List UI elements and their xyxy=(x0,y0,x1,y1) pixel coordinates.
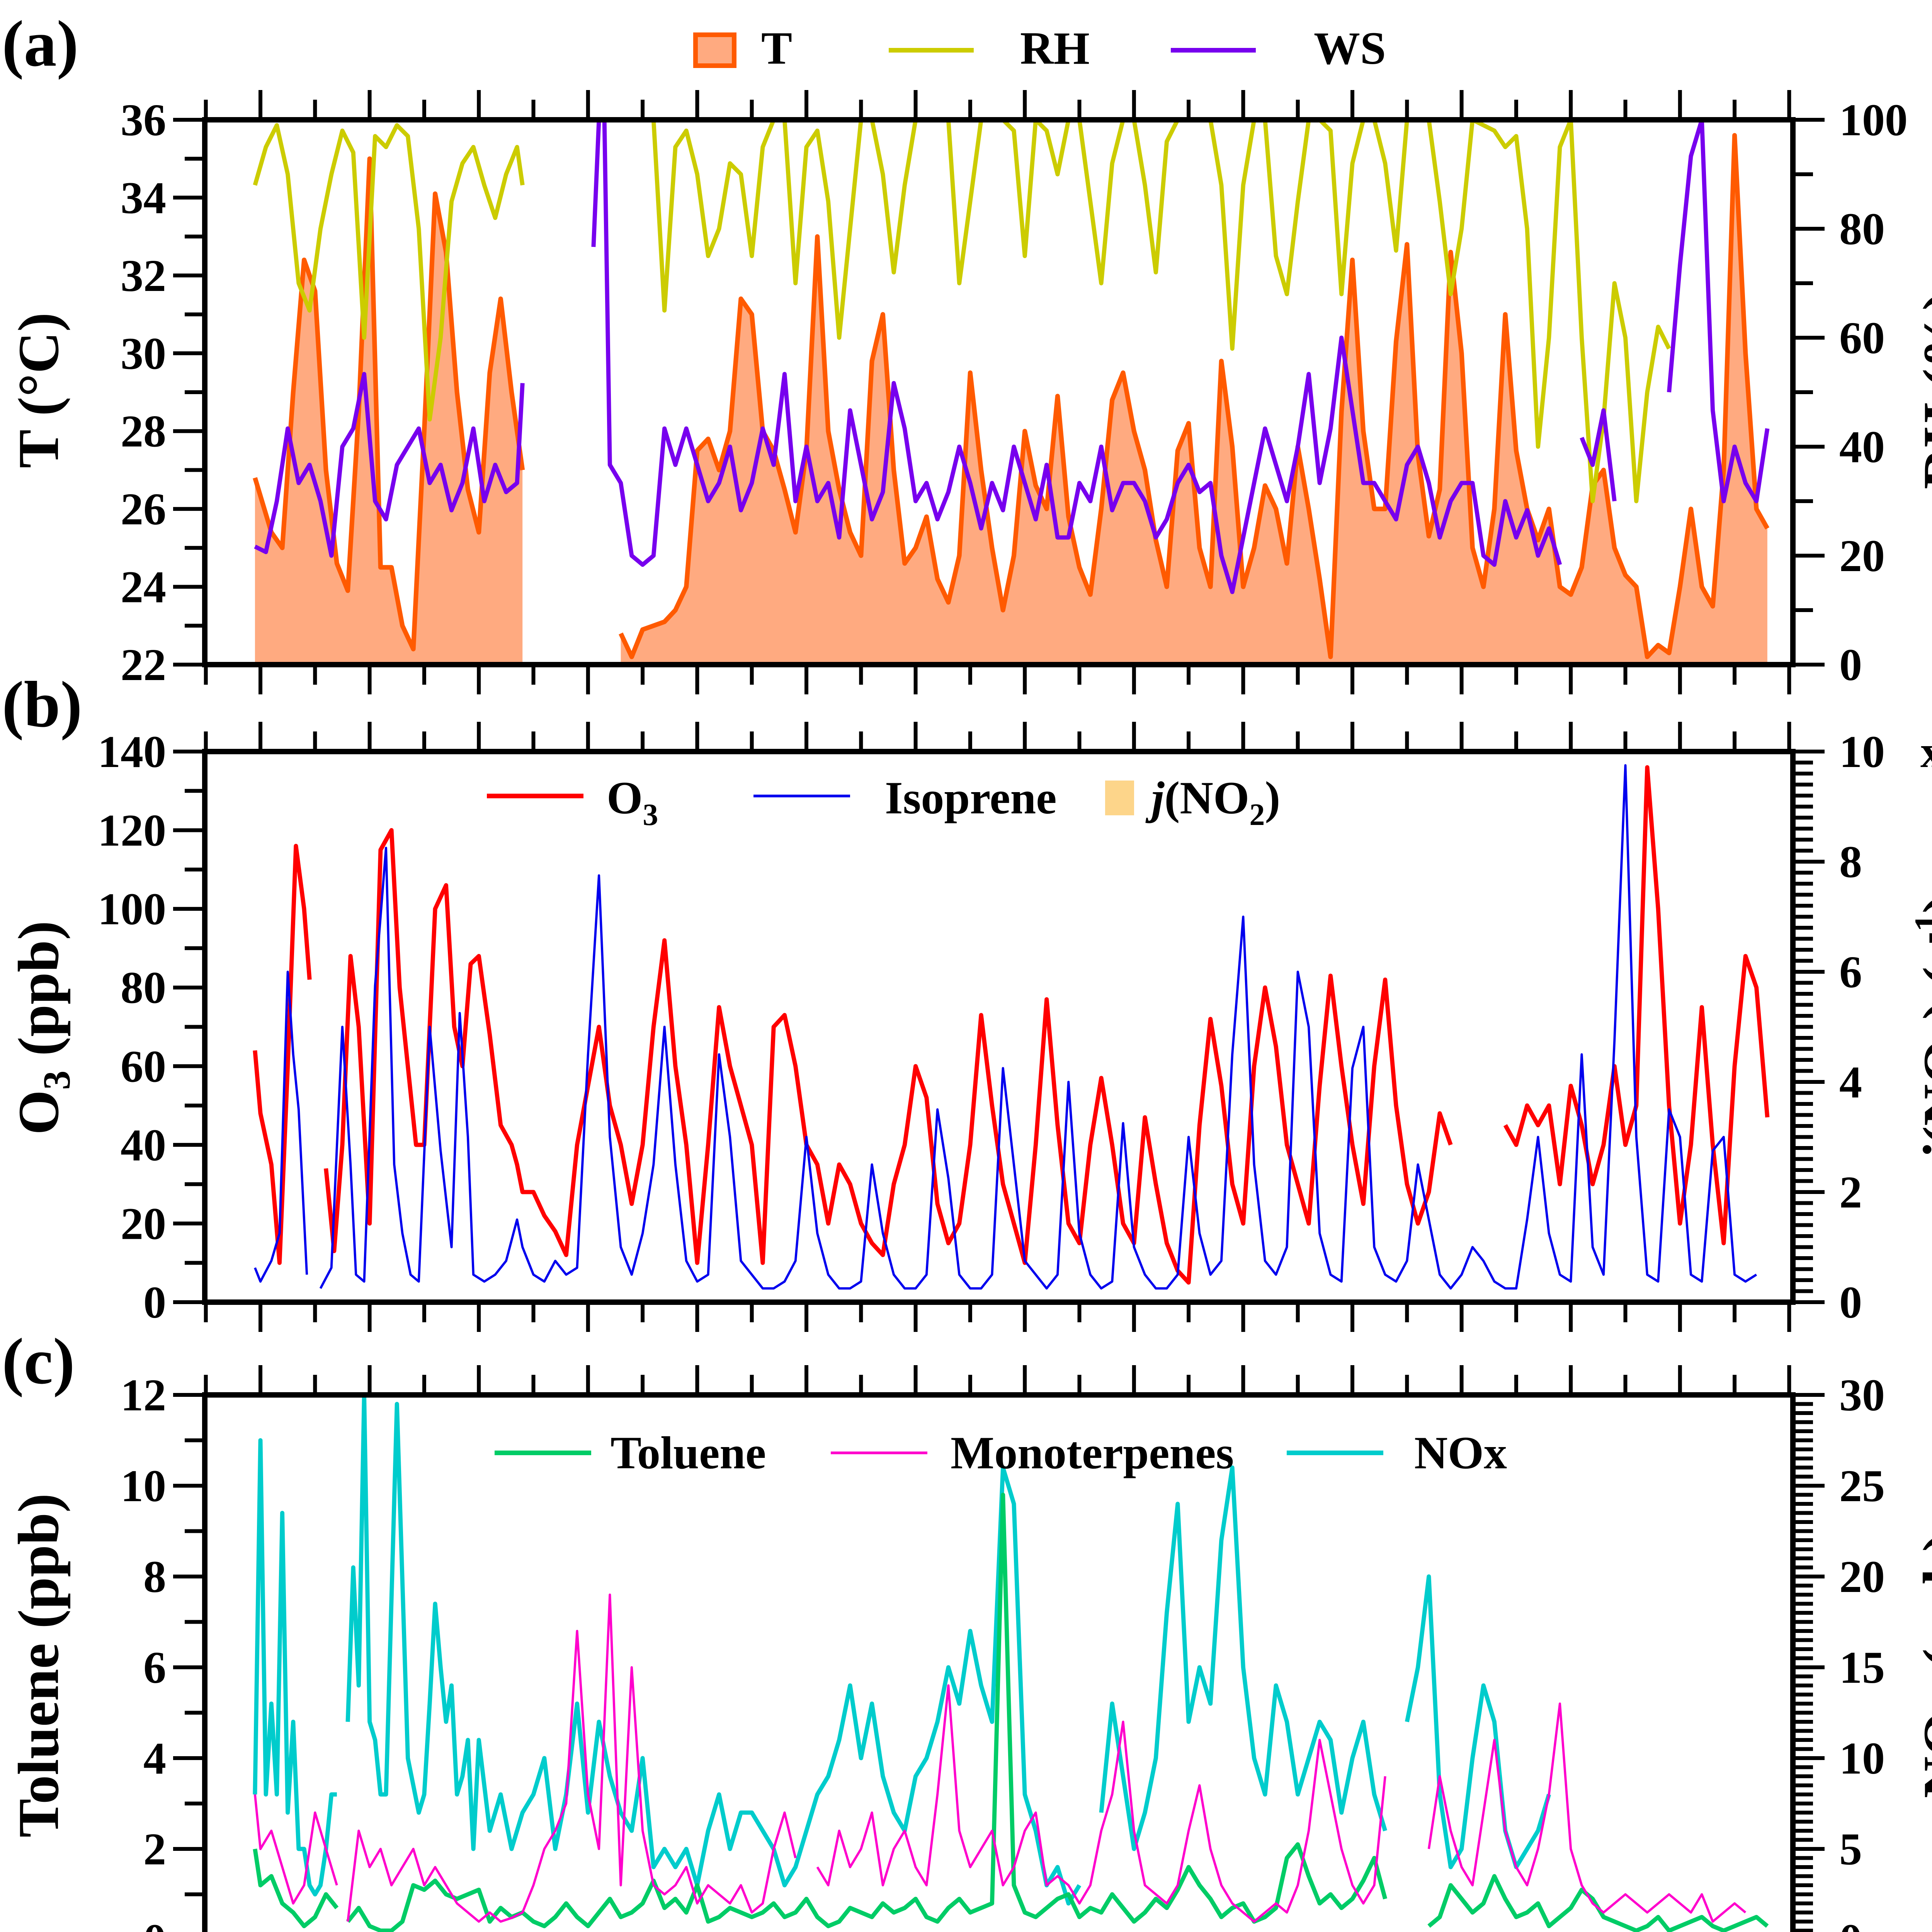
series-line-monoterpenes xyxy=(1427,1702,1747,1923)
y-right1-tick-label: 10 xyxy=(1839,1733,1885,1784)
y-right1-tick-label: 6 xyxy=(1839,947,1862,997)
y-right1-tick-label: 20 xyxy=(1839,531,1885,581)
plot-frame xyxy=(202,1392,1796,1932)
y-axis-title-rh: RH (%) xyxy=(1912,291,1932,489)
y-left-tick-label: 100 xyxy=(98,884,166,934)
legend-label-o3: O3 xyxy=(607,772,658,832)
series-line-toluene xyxy=(253,1849,339,1929)
y-left-tick-label: 24 xyxy=(121,562,166,612)
legend-label-monoterpenes: Monoterpenes xyxy=(951,1427,1234,1478)
series-line-monoterpenes xyxy=(253,1794,338,1905)
series-line-monoterpenes xyxy=(816,1684,1386,1923)
legend-label-nox: NOx xyxy=(1414,1427,1507,1478)
series-line-o3 xyxy=(1503,765,1770,1245)
y-left-tick-label: 60 xyxy=(121,1041,166,1092)
y-left-tick-label: 12 xyxy=(121,1370,166,1420)
y-right1-tick-label: 25 xyxy=(1839,1461,1885,1511)
y-left-tick-label: 20 xyxy=(121,1198,166,1249)
series-line-o3 xyxy=(324,828,1453,1285)
plot-frame xyxy=(202,117,1796,667)
y-right1-tick-label: 2 xyxy=(1839,1167,1862,1218)
y-left-tick-label: 22 xyxy=(121,639,166,690)
y-left-tick-label: 8 xyxy=(143,1551,166,1602)
series-line-ws xyxy=(254,372,525,558)
series-line-ws xyxy=(1580,408,1617,502)
y-right1-multiplier: x10-3 xyxy=(1920,717,1932,777)
series-line-toluene xyxy=(1427,1874,1769,1932)
y-right1-tick-label: 5 xyxy=(1839,1824,1862,1874)
y-left-tick-label: 0 xyxy=(143,1277,166,1328)
legend-label-t: T xyxy=(761,22,792,74)
y-right1-tick-label: 80 xyxy=(1839,204,1885,254)
legend-label-rh: RH xyxy=(1020,22,1090,74)
y-left-tick-label: 34 xyxy=(121,172,166,223)
legend-swatch-t xyxy=(693,32,736,68)
y-right1-tick-label: 10 xyxy=(1839,726,1885,777)
y-left-tick-label: 32 xyxy=(121,250,166,301)
y-left-tick-label: 6 xyxy=(143,1642,166,1693)
panel-label-c: (c) xyxy=(2,1325,75,1398)
y-right1-tick-label: 20 xyxy=(1839,1551,1885,1602)
y-right1-tick-label: 100 xyxy=(1839,95,1908,145)
y-left-tick-label: 36 xyxy=(121,95,166,145)
y-left-tick-label: 120 xyxy=(98,805,166,856)
panel-b: 0204060801001201400246810x10-301234 xyxy=(98,717,1932,1332)
y-axis-title-toluene: Toluene (ppb) xyxy=(7,1493,71,1838)
y-left-tick-label: 80 xyxy=(121,963,166,1013)
y-left-tick-label: 2 xyxy=(143,1824,166,1874)
series-line-nox xyxy=(253,1438,337,1896)
series-line-nox xyxy=(345,1393,1082,1906)
y-left-tick-label: 28 xyxy=(121,406,166,457)
series-line-t xyxy=(619,133,1770,659)
panel-label-b: (b) xyxy=(2,668,82,741)
y-right1-tick-label: 0 xyxy=(1839,1277,1862,1328)
legend-a: T RH WS xyxy=(693,22,1386,74)
y-left-tick-label: 0 xyxy=(143,1915,166,1932)
y-right1-tick-label: 0 xyxy=(1839,1915,1862,1932)
series-line-ws xyxy=(591,117,1562,594)
y-right1-tick-label: 15 xyxy=(1839,1642,1885,1693)
y-right1-tick-label: 4 xyxy=(1839,1057,1862,1107)
legend-label-isoprene: Isoprene xyxy=(885,772,1057,823)
y-left-tick-label: 10 xyxy=(121,1461,166,1511)
series-line-rh xyxy=(253,123,525,422)
y-left-tick-label: 140 xyxy=(98,726,166,777)
legend-b: O3 Isoprene j(NO2) xyxy=(487,772,1280,832)
legend-swatch-jno2 xyxy=(1105,781,1134,815)
legend-label-jno2: j(NO2) xyxy=(1145,772,1280,832)
series-line-isoprene xyxy=(254,971,308,1283)
series-area-t xyxy=(621,135,1767,665)
y-left-tick-label: 40 xyxy=(121,1120,166,1170)
y-axis-title-o3: O3 (ppb) xyxy=(7,921,78,1135)
series-line-t xyxy=(253,156,525,651)
series-line-toluene xyxy=(346,1493,1388,1932)
series-line-nox xyxy=(1099,1465,1388,1851)
panel-label-a: (a) xyxy=(2,7,78,80)
y-left-tick-label: 26 xyxy=(121,484,166,534)
y-axis-title-nox: NOx (ppb) xyxy=(1912,1532,1932,1798)
y-left-tick-label: 30 xyxy=(121,328,166,379)
y-right1-tick-label: 30 xyxy=(1839,1370,1885,1420)
series-line-monoterpenes xyxy=(347,1594,797,1923)
y-right1-tick-label: 8 xyxy=(1839,837,1862,887)
y-axis-title-t: T (°C) xyxy=(7,312,71,468)
series-line-isoprene xyxy=(319,764,1757,1290)
y-axis-title-jno2: j(NO2) (s-1) xyxy=(1907,894,1932,1169)
legend-c: Toluene Monoterpenes NOx xyxy=(495,1427,1507,1478)
plot-frame xyxy=(202,749,1796,1305)
y-left-tick-label: 4 xyxy=(143,1733,166,1784)
panel-a: 22242628303234360204060801000123 xyxy=(121,90,1908,694)
y-right1-tick-label: 60 xyxy=(1839,313,1885,363)
series-line-o3 xyxy=(253,844,312,1265)
y-right1-tick-label: 40 xyxy=(1839,422,1885,472)
y-right1-tick-label: 0 xyxy=(1839,639,1862,690)
series-line-rh xyxy=(599,117,1671,503)
panel-c: 0246810120510152025300123 xyxy=(121,1365,1885,1932)
series-line-ws xyxy=(1667,117,1770,503)
series-line-nox xyxy=(1405,1574,1551,1869)
legend-label-toluene: Toluene xyxy=(611,1427,766,1478)
legend-label-ws: WS xyxy=(1314,22,1386,74)
series-area-t xyxy=(255,158,523,665)
